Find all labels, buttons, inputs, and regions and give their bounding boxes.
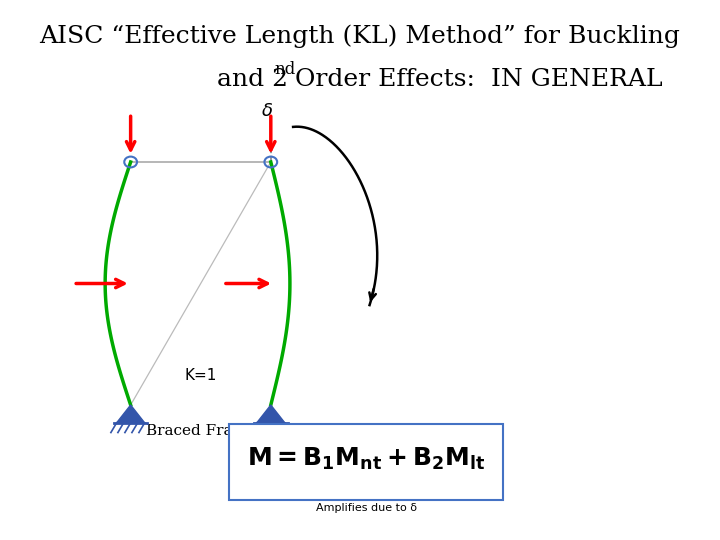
Polygon shape [257,405,285,423]
Text: AISC “Effective Length (KL) Method” for Buckling: AISC “Effective Length (KL) Method” for … [40,24,680,48]
Text: K=1: K=1 [184,368,217,383]
Text: and 2: and 2 [217,68,288,91]
Text: Order Effects:  IN GENERAL: Order Effects: IN GENERAL [287,68,662,91]
Text: $\mathbf{M = B_1 M_{nt} +B_2 M_{lt}}$: $\mathbf{M = B_1 M_{nt} +B_2 M_{lt}}$ [247,446,485,472]
Text: δ: δ [261,102,272,120]
Text: Amplifies due to δ: Amplifies due to δ [316,503,417,514]
Text: nd: nd [274,61,295,78]
Polygon shape [117,405,145,423]
FancyBboxPatch shape [230,424,503,500]
Text: Braced Frame: Braced Frame [145,424,256,438]
